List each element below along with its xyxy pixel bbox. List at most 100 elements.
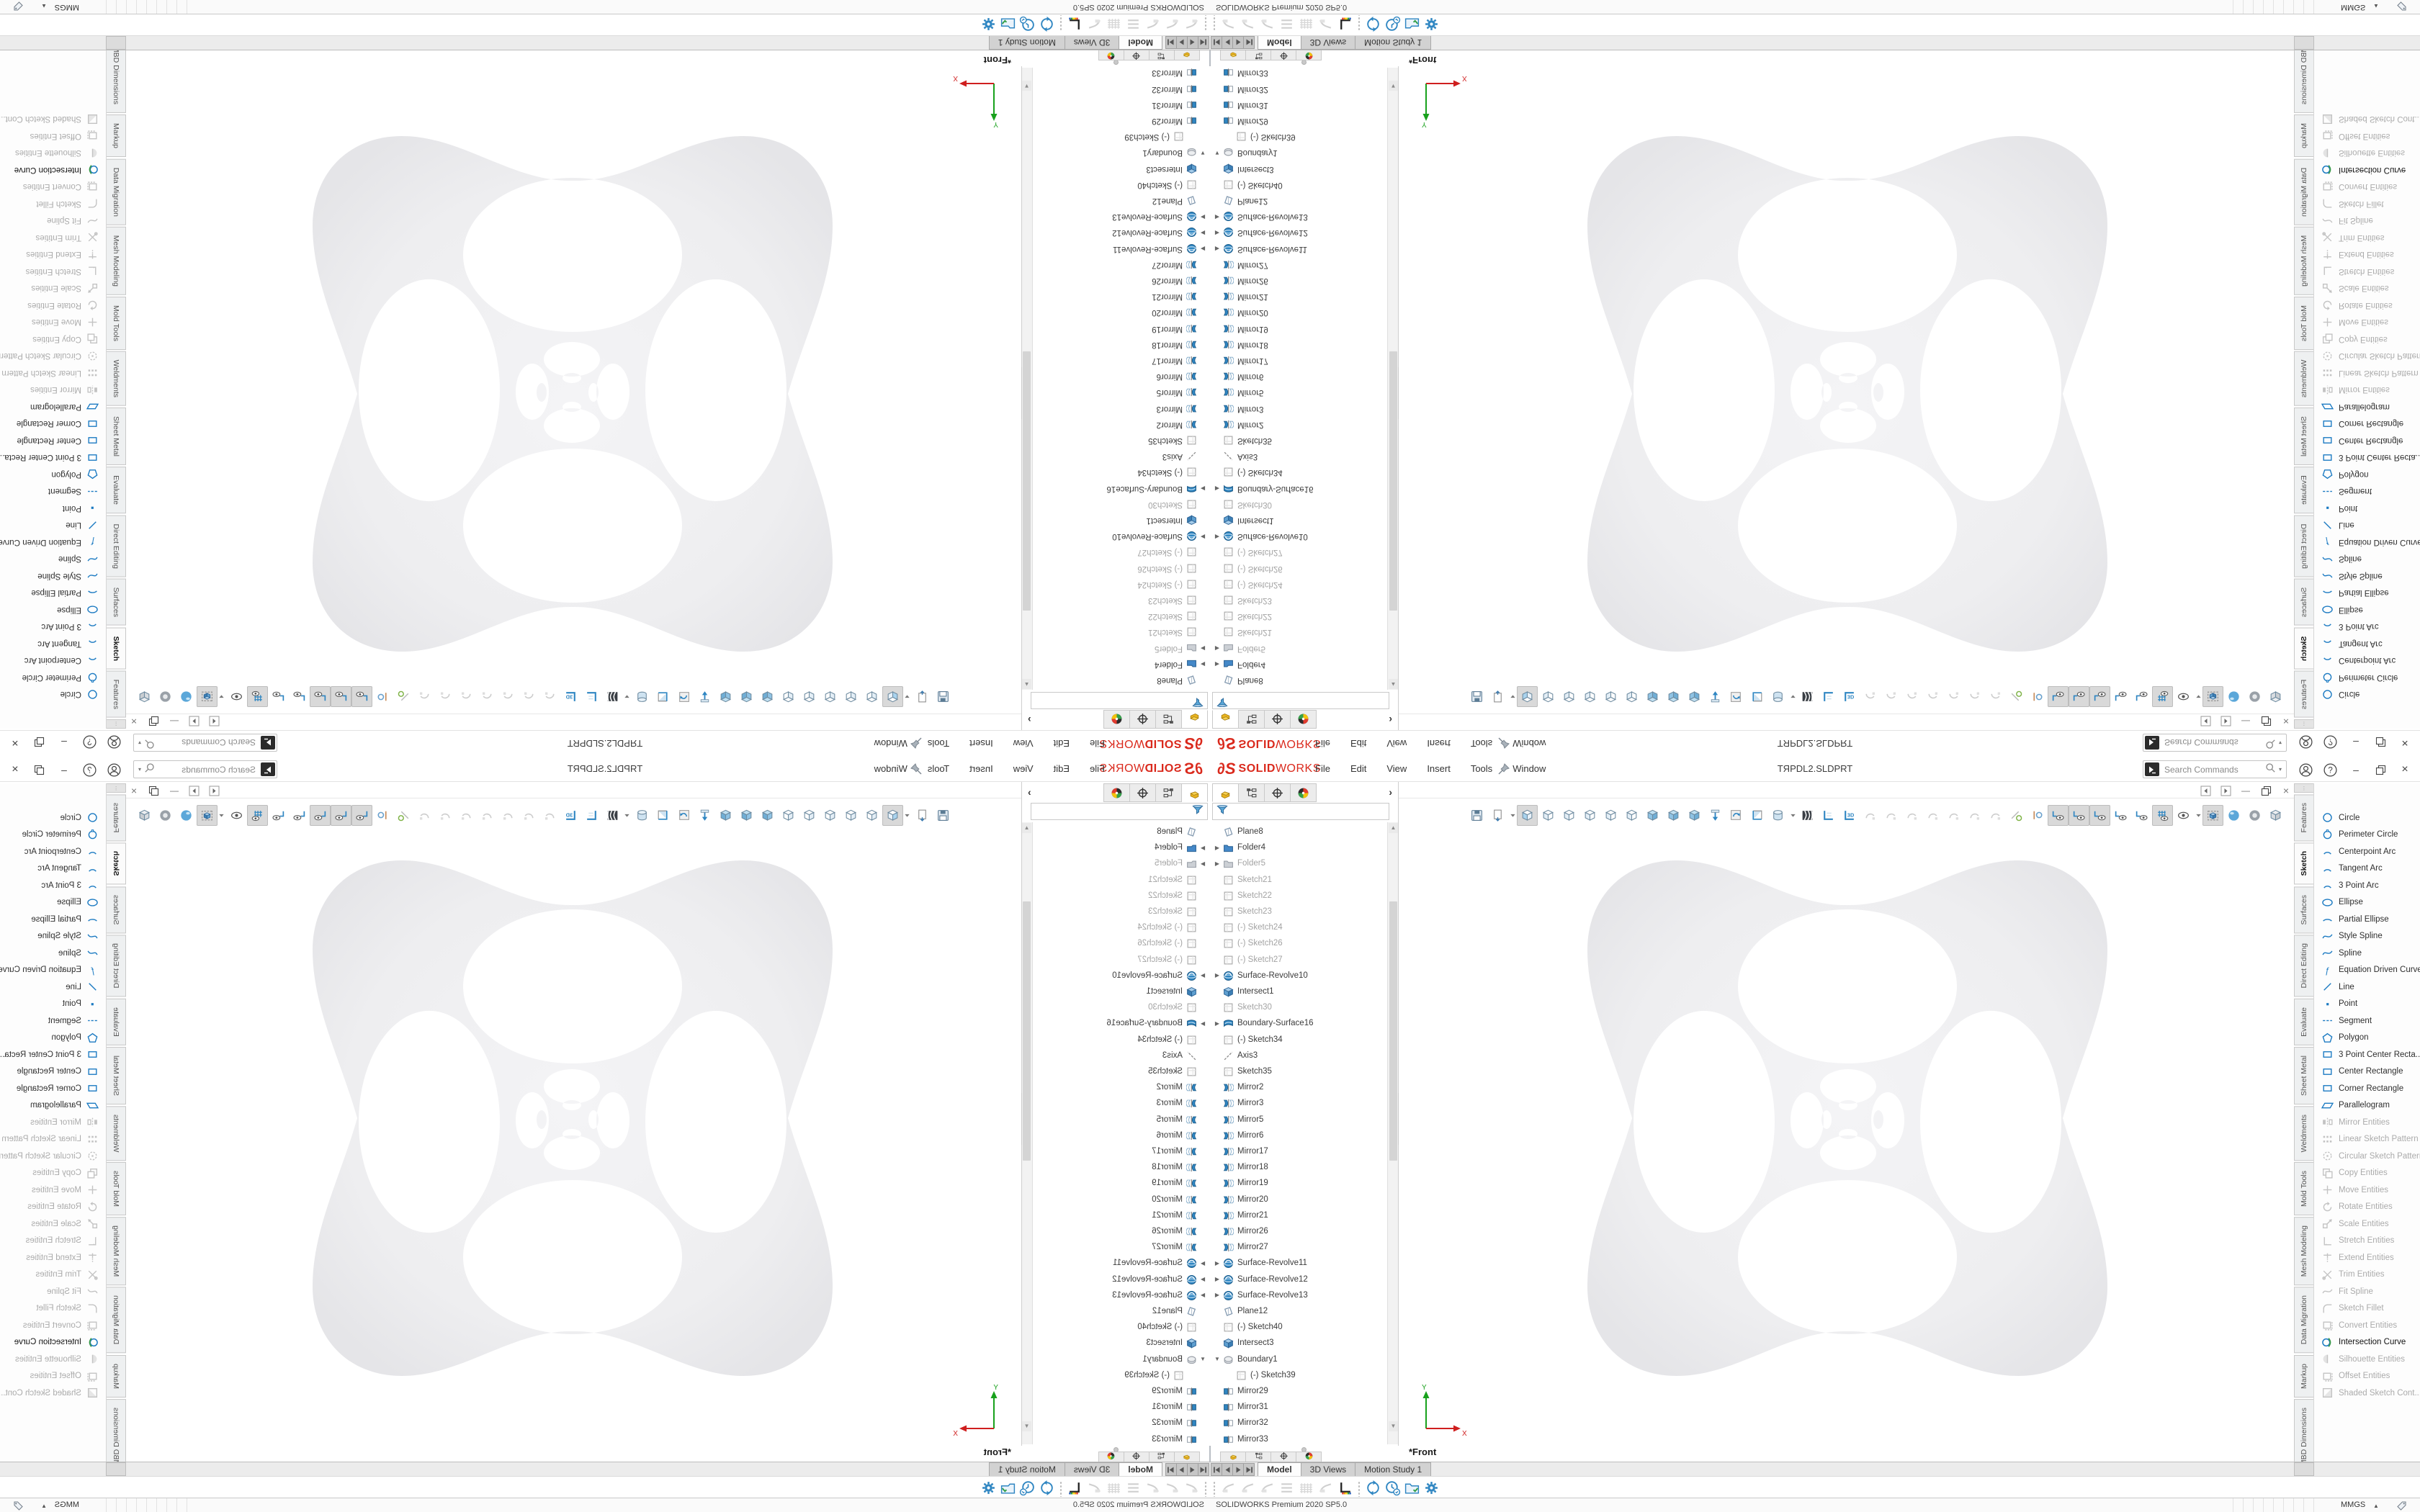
scroll-down-icon[interactable]: ▼: [1022, 1421, 1031, 1431]
tree-item[interactable]: ▶ Surface-Revolve13: [1213, 1287, 1308, 1303]
tree-expand-icon[interactable]: ▶: [1200, 1020, 1206, 1027]
tree-item[interactable]: Intersect1: [1213, 513, 1274, 528]
drag-handle-icon[interactable]: [1204, 15, 1207, 31]
tool-style-spline[interactable]: Style Spline: [0, 568, 106, 585]
sketch-3d-icon[interactable]: 3D: [560, 687, 581, 708]
tree-item[interactable]: Mirror20: [1152, 1192, 1207, 1207]
tab-model[interactable]: Model: [1258, 35, 1301, 50]
hide-axes-icon[interactable]: [268, 687, 289, 708]
tab-surfaces[interactable]: Surfaces: [2294, 886, 2314, 934]
tool-centerpoint-arc[interactable]: Centerpoint Arc: [2314, 652, 2420, 669]
save-icon[interactable]: [1466, 687, 1487, 708]
user-account-icon[interactable]: [107, 762, 122, 778]
featuremanager-part-icon[interactable]: [1212, 783, 1239, 802]
tree-expand-icon[interactable]: ▶: [1214, 246, 1220, 253]
tool-spline[interactable]: Spline: [0, 551, 106, 567]
close-button[interactable]: ×: [2401, 763, 2408, 775]
sync-settings-icon[interactable]: [1037, 1478, 1057, 1498]
tool-polygon[interactable]: Polygon: [2314, 467, 2420, 483]
view-right-icon[interactable]: [820, 687, 841, 708]
displaymanager-ball-icon[interactable]: [1098, 1452, 1124, 1463]
units-indicator[interactable]: MMGS: [2341, 1500, 2366, 1509]
display-style-icon[interactable]: [632, 805, 653, 826]
tree-item[interactable]: Plane8: [1157, 672, 1207, 688]
horizontal-splitter-handle[interactable]: [1113, 60, 1119, 65]
smart-dimension-ghost-icon[interactable]: [1860, 805, 1881, 826]
scroll-up-icon[interactable]: ▲: [1022, 823, 1031, 833]
tool-segment[interactable]: Segment: [0, 1012, 106, 1029]
eraser-ghost-icon[interactable]: [1258, 15, 1277, 35]
hide-points-icon[interactable]: [2089, 804, 2110, 826]
tool-center-rectangle[interactable]: Center Rectangle: [2314, 1063, 2420, 1080]
view-front-icon[interactable]: [1517, 804, 1538, 826]
next-window-icon[interactable]: [189, 716, 200, 727]
tree-item[interactable]: (-) Sketch39: [1124, 129, 1194, 145]
relations-ghost-icon[interactable]: [519, 687, 539, 708]
eraser-ghost-icon[interactable]: [1143, 1478, 1162, 1498]
tree-item[interactable]: ▶ Folder5: [1213, 641, 1265, 657]
tree-item[interactable]: Mirror17: [1152, 1143, 1207, 1159]
scroll-down-icon[interactable]: ▼: [1389, 1421, 1398, 1431]
tree-item[interactable]: Axis3: [1213, 449, 1258, 464]
tree-expand-icon[interactable]: ▶: [1200, 860, 1206, 867]
search-caret-icon[interactable]: ▾: [138, 766, 142, 773]
tree-expand-icon[interactable]: ▶: [1214, 533, 1220, 540]
scrollbar-thumb[interactable]: [1389, 351, 1397, 611]
menu-insert[interactable]: Insert: [969, 763, 993, 774]
tree-item[interactable]: Mirror32: [1213, 1415, 1268, 1431]
tool-centerpoint-arc[interactable]: Centerpoint Arc: [2314, 843, 2420, 860]
section-view-icon[interactable]: [653, 687, 673, 708]
tree-item[interactable]: ▶ Surface-Revolve11: [1213, 1255, 1307, 1271]
tree-item[interactable]: (-) Sketch39: [1124, 1367, 1194, 1383]
tree-item[interactable]: Mirror27: [1213, 257, 1268, 273]
search-icon[interactable]: [2265, 736, 2276, 750]
pin-menu-icon[interactable]: [1497, 762, 1511, 776]
tab-nav-last-icon[interactable]: [1243, 36, 1255, 49]
trim-ghost-icon[interactable]: [456, 805, 477, 826]
hide-sketches-icon[interactable]: [351, 686, 372, 708]
scroll-up-icon[interactable]: ▲: [1022, 679, 1031, 689]
menu-view[interactable]: View: [1013, 738, 1034, 749]
tool-circle[interactable]: Circle: [2314, 809, 2420, 826]
tree-item[interactable]: (-) Sketch26: [1213, 561, 1283, 577]
tab-nav-next-icon[interactable]: [1232, 36, 1244, 49]
tree-item[interactable]: ▶ Surface-Revolve13: [1112, 209, 1207, 225]
featuremanager-part-icon[interactable]: [1174, 1452, 1200, 1463]
tree-item[interactable]: (-) Sketch34: [1137, 1032, 1207, 1048]
tab-markup[interactable]: Markup: [106, 1354, 126, 1398]
units-caret-icon[interactable]: ▲: [2373, 1503, 2379, 1509]
tree-item[interactable]: Mirror3: [1213, 401, 1263, 417]
tab-mesh-modeling[interactable]: Mesh Modeling: [2294, 226, 2314, 295]
tool-parallelogram[interactable]: Parallelogram: [2314, 1097, 2420, 1114]
save-icon[interactable]: [933, 805, 954, 826]
tree-item[interactable]: (-) Sketch40: [1213, 1319, 1283, 1335]
tree-expand-icon[interactable]: ▶: [1200, 485, 1206, 492]
tree-expand-icon[interactable]: ▼: [1214, 1356, 1220, 1363]
tool-tangent-arc[interactable]: Tangent Arc: [2314, 636, 2420, 652]
close-button[interactable]: ×: [12, 737, 19, 749]
tool-3-point-arc[interactable]: 3 Point Arc: [2314, 618, 2420, 635]
model-surface[interactable]: [1399, 53, 2296, 714]
hide-all-types-icon[interactable]: [2173, 687, 2194, 708]
view-left-icon[interactable]: [841, 687, 861, 708]
save-icon[interactable]: [1466, 805, 1487, 826]
view-trimetric-icon[interactable]: [715, 805, 736, 826]
tool-tangent-arc[interactable]: Tangent Arc: [2314, 860, 2420, 877]
propertymanager-tree-icon[interactable]: [1155, 783, 1182, 802]
tree-item[interactable]: Mirror5: [1157, 384, 1207, 400]
tool-spline[interactable]: Spline: [0, 945, 106, 961]
tool-center-rectangle[interactable]: Center Rectangle: [0, 1063, 106, 1080]
tree-item[interactable]: Intersect3: [1213, 161, 1274, 177]
display-style-icon[interactable]: [1767, 805, 1788, 826]
graphics-area[interactable]: 3D Y X *Front: [1399, 50, 2296, 714]
tool-partial-ellipse[interactable]: Partial Ellipse: [2314, 911, 2420, 927]
tree-item[interactable]: (-) Sketch34: [1213, 1032, 1283, 1048]
tool-equation-driven-curve[interactable]: ƒ Equation Driven Curve: [0, 962, 106, 978]
tree-item[interactable]: ▼ Boundary1: [1142, 145, 1207, 161]
sync-settings-icon[interactable]: [1037, 15, 1057, 35]
tool-line[interactable]: Line: [2314, 978, 2420, 995]
curvature-ghost-icon[interactable]: [498, 805, 519, 826]
propertymanager-tree-icon[interactable]: [1149, 1452, 1175, 1463]
folder-check-icon[interactable]: [1402, 1478, 1422, 1498]
tool-spline[interactable]: Spline: [2314, 551, 2420, 567]
